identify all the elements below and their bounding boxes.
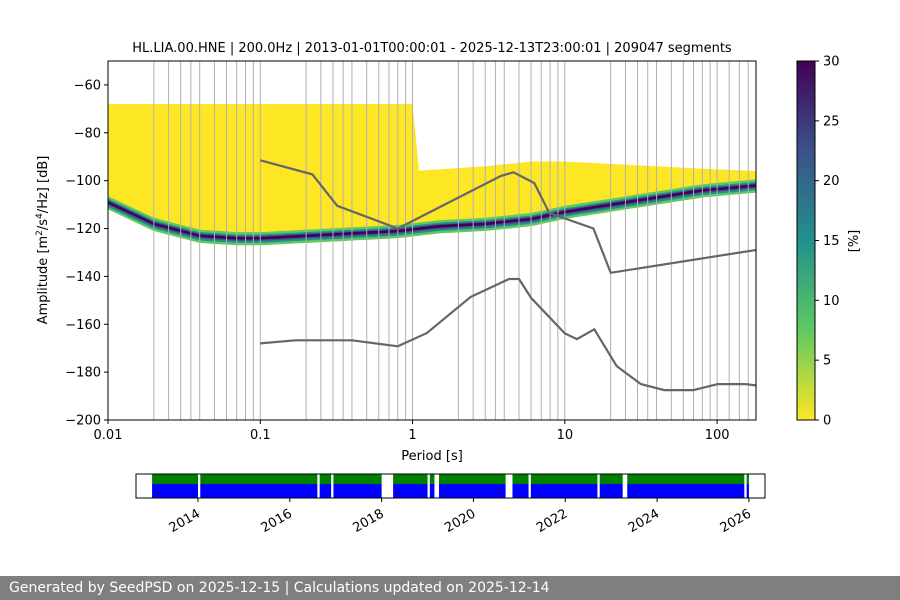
psd-band-low bbox=[108, 179, 756, 246]
timeline-tick-label: 2024 bbox=[626, 506, 662, 536]
timeline-tick-label: 2018 bbox=[350, 506, 386, 536]
used-segment bbox=[512, 484, 529, 498]
timeline-tick-label: 2020 bbox=[442, 506, 478, 536]
timeline-tick-label: 2014 bbox=[167, 506, 203, 536]
footer-text: Generated by SeedPSD on 2025-12-15 | Cal… bbox=[9, 580, 550, 596]
y-tick-label: −180 bbox=[65, 366, 101, 381]
y-tick-label: −200 bbox=[65, 414, 101, 429]
used-segment bbox=[627, 484, 745, 498]
low-noise-model-curve bbox=[260, 277, 756, 392]
colorbar-tick-label: 15 bbox=[823, 234, 840, 249]
psd-heatmap bbox=[108, 104, 756, 246]
colorbar-tick-label: 20 bbox=[823, 174, 840, 189]
x-tick-label: 100 bbox=[705, 428, 730, 443]
colorbar-tick-label: 10 bbox=[823, 294, 840, 309]
x-tick-label: 1 bbox=[408, 428, 416, 443]
high-noise-model-curve bbox=[260, 159, 756, 275]
footer-bar: Generated by SeedPSD on 2025-12-15 | Cal… bbox=[0, 576, 900, 600]
x-axis-label: Period [s] bbox=[401, 449, 463, 464]
availability-segment bbox=[627, 474, 745, 484]
y-tick-label: −140 bbox=[65, 270, 101, 285]
availability-segment bbox=[429, 474, 435, 484]
colorbar-gradient bbox=[796, 60, 816, 421]
availability-segment bbox=[599, 474, 623, 484]
used-segment bbox=[152, 484, 198, 498]
availability-segment bbox=[439, 474, 506, 484]
y-tick-label: −160 bbox=[65, 318, 101, 333]
timeline-tick-label: 2026 bbox=[718, 506, 754, 536]
used-segment bbox=[319, 484, 332, 498]
plot-frame bbox=[107, 60, 757, 421]
y-axis-label: Amplitude [m2/s4/Hz] [dB] bbox=[35, 156, 51, 325]
used-segment bbox=[429, 484, 435, 498]
used-segment bbox=[333, 484, 382, 498]
psd-band-high bbox=[108, 183, 756, 241]
timeline-tick-label: 2022 bbox=[534, 506, 570, 536]
psd-band-mid bbox=[108, 181, 756, 243]
chart-title: HL.LIA.00.HNE | 200.0Hz | 2013-01-01T00:… bbox=[132, 41, 732, 56]
data-availability-timeline: 2014 2016 2018 2020 2022 2024 2026 bbox=[135, 473, 766, 536]
y-tick-label: −60 bbox=[74, 78, 101, 93]
availability-segment bbox=[512, 474, 529, 484]
availability-segment bbox=[393, 474, 428, 484]
colorbar-tick-label: 0 bbox=[823, 414, 831, 429]
colorbar-tick-label: 25 bbox=[823, 114, 840, 129]
used-segment bbox=[393, 484, 428, 498]
colorbar-label: [%] bbox=[847, 230, 862, 253]
colorbar-tick-label: 30 bbox=[823, 55, 840, 70]
used-segment bbox=[746, 484, 749, 498]
timeline-tick-label: 2016 bbox=[259, 506, 295, 536]
psd-figure: HL.LIA.00.HNE | 200.0Hz | 2013-01-01T00:… bbox=[35, 41, 862, 536]
used-segment bbox=[530, 484, 598, 498]
availability-segment bbox=[200, 474, 318, 484]
availability-segment bbox=[746, 474, 749, 484]
availability-segment bbox=[333, 474, 382, 484]
y-tick-label: −100 bbox=[65, 174, 101, 189]
used-segment bbox=[200, 484, 318, 498]
used-segment bbox=[599, 484, 623, 498]
x-tick-label: 0.01 bbox=[94, 428, 123, 443]
availability-segment bbox=[319, 474, 332, 484]
x-tick-label: 10 bbox=[557, 428, 574, 443]
y-tick-label: −80 bbox=[74, 126, 101, 141]
availability-segment bbox=[152, 474, 198, 484]
y-tick-label: −120 bbox=[65, 222, 101, 237]
colorbar: 0 5 10 15 20 25 30 [%] bbox=[796, 55, 862, 429]
x-tick-label: 0.1 bbox=[250, 428, 271, 443]
timeline-frame bbox=[135, 473, 766, 499]
availability-segment bbox=[530, 474, 598, 484]
used-segment bbox=[439, 484, 506, 498]
colorbar-tick-label: 5 bbox=[823, 354, 831, 369]
